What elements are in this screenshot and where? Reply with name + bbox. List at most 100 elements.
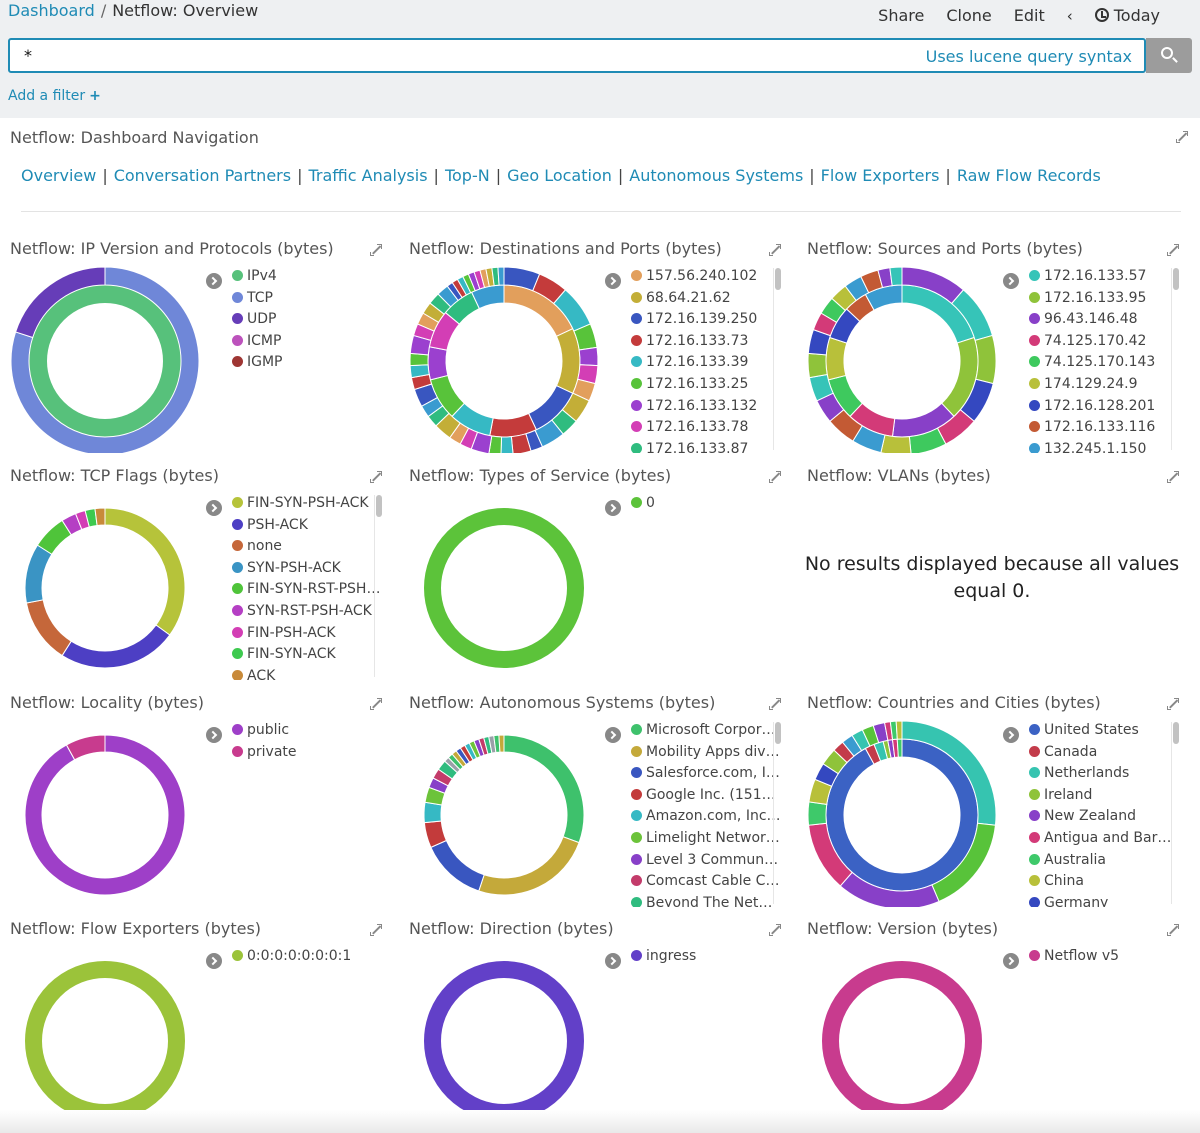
legend-scrollbar[interactable]: [1171, 722, 1179, 904]
legend-toggle-icon[interactable]: [1003, 273, 1019, 289]
lucene-syntax-link[interactable]: Uses lucene query syntax: [925, 47, 1132, 66]
donut-slice[interactable]: [880, 434, 912, 453]
legend-item[interactable]: Netherlands: [1029, 763, 1179, 785]
nav-link-conversation-partners[interactable]: Conversation Partners: [113, 166, 292, 185]
legend-item[interactable]: Germany: [1029, 893, 1179, 907]
legend-item[interactable]: 172.16.133.73: [631, 331, 781, 353]
legend-item[interactable]: 172.16.133.57: [1029, 266, 1179, 288]
legend-scrollbar[interactable]: [374, 495, 382, 677]
legend-scrollbar[interactable]: [1171, 268, 1179, 450]
donut-slice[interactable]: [822, 961, 982, 1121]
legend-item[interactable]: 0:0:0:0:0:0:0:1: [232, 946, 382, 968]
legend-item[interactable]: 172.16.128.201: [1029, 396, 1179, 418]
scrollbar-thumb[interactable]: [775, 268, 781, 290]
legend-item[interactable]: 74.125.170.42: [1029, 331, 1179, 353]
chevron-left-icon[interactable]: ‹: [1066, 6, 1073, 25]
legend-item[interactable]: 157.56.240.102: [631, 266, 781, 288]
expand-icon[interactable]: [370, 698, 382, 710]
expand-icon[interactable]: [1167, 924, 1179, 936]
legend-item[interactable]: 172.16.133.78: [631, 417, 781, 439]
legend-toggle-icon[interactable]: [605, 273, 621, 289]
legend-item[interactable]: 132.245.1.150: [1029, 439, 1179, 453]
donut-slice[interactable]: [24, 544, 53, 604]
donut-slice[interactable]: [10, 266, 200, 453]
legend-toggle-icon[interactable]: [206, 273, 222, 289]
legend-item[interactable]: ingress: [631, 946, 781, 968]
donut-slice[interactable]: [896, 738, 903, 758]
legend-item[interactable]: 172.16.133.95: [1029, 288, 1179, 310]
legend-item[interactable]: Level 3 Communic...: [631, 850, 781, 872]
nav-link-geo-location[interactable]: Geo Location: [507, 166, 612, 185]
legend-item[interactable]: Google Inc. (15169): [631, 785, 781, 807]
expand-icon[interactable]: [370, 244, 382, 256]
legend-item[interactable]: 172.16.133.87: [631, 439, 781, 453]
legend-item[interactable]: Australia: [1029, 850, 1179, 872]
donut-slice[interactable]: [94, 507, 106, 527]
search-input[interactable]: *: [24, 46, 32, 65]
legend-item[interactable]: IPv4: [232, 266, 382, 288]
expand-icon[interactable]: [1167, 698, 1179, 710]
donut-slice[interactable]: [424, 961, 584, 1121]
legend-item[interactable]: Amazon.com, Inc. (...: [631, 806, 781, 828]
legend-item[interactable]: Canada: [1029, 742, 1179, 764]
expand-icon[interactable]: [769, 471, 781, 483]
legend-scrollbar[interactable]: [773, 722, 781, 904]
expand-icon[interactable]: [370, 471, 382, 483]
scrollbar-thumb[interactable]: [1173, 722, 1179, 744]
edit-button[interactable]: Edit: [1013, 6, 1045, 25]
expand-icon[interactable]: [370, 924, 382, 936]
nav-link-overview[interactable]: Overview: [21, 166, 97, 185]
donut-slice[interactable]: [478, 836, 580, 896]
donut-slice[interactable]: [61, 624, 171, 669]
legend-item[interactable]: SYN-PSH-ACK: [232, 558, 382, 580]
donut-slice[interactable]: [25, 599, 72, 657]
legend-item[interactable]: Netflow v5: [1029, 946, 1179, 968]
legend-item[interactable]: Microsoft Corporat...: [631, 720, 781, 742]
legend-item[interactable]: none: [232, 536, 382, 558]
legend-toggle-icon[interactable]: [206, 727, 222, 743]
legend-item[interactable]: private: [232, 742, 382, 764]
legend-toggle-icon[interactable]: [206, 500, 222, 516]
share-button[interactable]: Share: [878, 6, 925, 25]
scrollbar-thumb[interactable]: [1173, 268, 1179, 290]
donut-slice[interactable]: [25, 961, 185, 1121]
legend-toggle-icon[interactable]: [605, 953, 621, 969]
legend-item[interactable]: Salesforce.com, Inc....: [631, 763, 781, 785]
donut-slice[interactable]: [503, 734, 585, 844]
legend-item[interactable]: public: [232, 720, 382, 742]
donut-slice[interactable]: [500, 436, 514, 453]
legend-item[interactable]: UDP: [232, 309, 382, 331]
legend-item[interactable]: ACK: [232, 666, 382, 680]
add-filter-button[interactable]: Add a filter +: [8, 88, 101, 104]
legend-scrollbar[interactable]: [773, 268, 781, 450]
donut-slice[interactable]: [807, 352, 828, 379]
nav-link-autonomous-systems[interactable]: Autonomous Systems: [629, 166, 804, 185]
legend-toggle-icon[interactable]: [1003, 953, 1019, 969]
expand-icon[interactable]: [1176, 131, 1188, 143]
legend-item[interactable]: Mobility Apps divisi...: [631, 742, 781, 764]
expand-icon[interactable]: [769, 924, 781, 936]
nav-link-traffic-analysis[interactable]: Traffic Analysis: [308, 166, 428, 185]
clone-button[interactable]: Clone: [946, 6, 992, 25]
legend-item[interactable]: 172.16.133.132: [631, 396, 781, 418]
legend-item[interactable]: ICMP: [232, 331, 382, 353]
time-picker-button[interactable]: Today: [1094, 6, 1160, 25]
legend-item[interactable]: FIN-SYN-RST-PSH-A...: [232, 579, 382, 601]
donut-slice[interactable]: [430, 839, 485, 892]
legend-item[interactable]: Limelight Networks...: [631, 828, 781, 850]
legend-item[interactable]: 172.16.139.250: [631, 309, 781, 331]
nav-link-top-n[interactable]: Top-N: [444, 166, 490, 185]
donut-slice[interactable]: [423, 801, 443, 824]
donut-slice[interactable]: [409, 352, 429, 367]
donut-slice[interactable]: [424, 508, 584, 668]
legend-item[interactable]: Beyond The Netwo...: [631, 893, 781, 907]
expand-icon[interactable]: [769, 698, 781, 710]
donut-slice[interactable]: [825, 336, 848, 381]
legend-toggle-icon[interactable]: [605, 500, 621, 516]
donut-slice[interactable]: [807, 801, 828, 826]
legend-item[interactable]: PSH-ACK: [232, 515, 382, 537]
scrollbar-thumb[interactable]: [775, 722, 781, 744]
legend-toggle-icon[interactable]: [206, 953, 222, 969]
scrollbar-thumb[interactable]: [376, 495, 382, 517]
legend-item[interactable]: 172.16.133.25: [631, 374, 781, 396]
